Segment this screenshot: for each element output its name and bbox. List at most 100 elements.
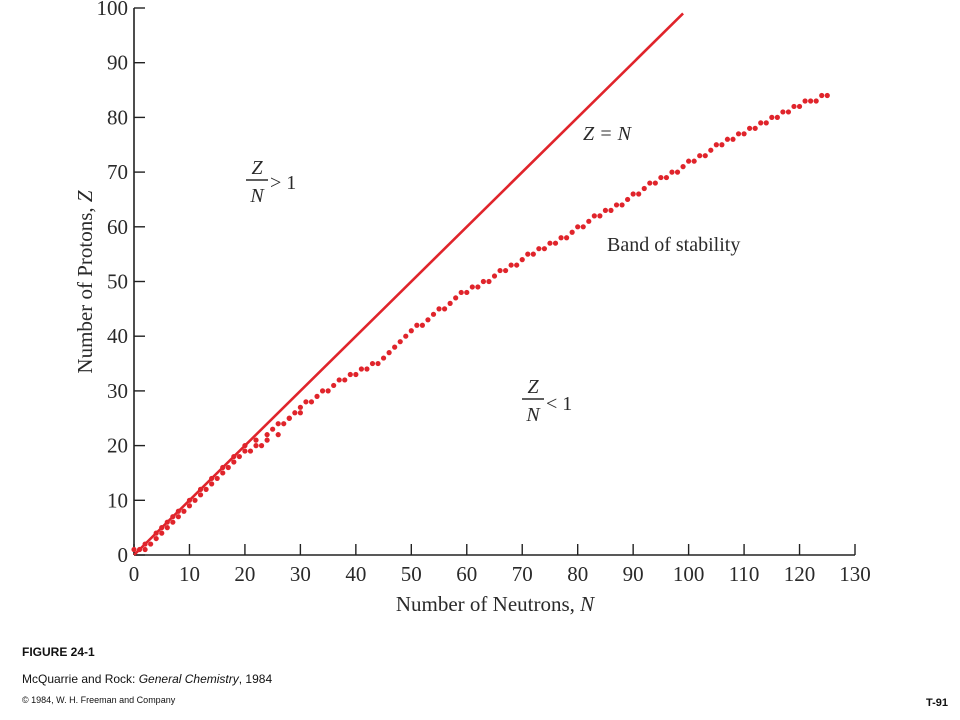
nuclide-point <box>347 371 353 378</box>
nuclide-point <box>747 125 753 131</box>
y-tick-label: 10 <box>107 488 128 512</box>
y-tick-label: 100 <box>97 0 129 20</box>
nuclide-point <box>824 92 830 99</box>
nuclide-point <box>508 262 514 268</box>
nuclide-point <box>319 388 326 394</box>
x-tick-label: 120 <box>784 562 816 586</box>
nuclide-point <box>586 218 592 224</box>
nuclide-point <box>619 202 625 208</box>
nuclide-point <box>591 213 597 219</box>
nuclide-point <box>397 339 403 345</box>
nuclide-point <box>663 174 670 181</box>
nuclide-point <box>813 98 819 104</box>
nuclide-point <box>308 399 315 405</box>
x-tick-label: 130 <box>839 562 871 586</box>
nuclide-point <box>669 169 675 175</box>
nuclide-point <box>286 415 292 421</box>
nuclide-point <box>181 508 187 514</box>
nuclide-point <box>292 410 298 416</box>
nuclide-point <box>480 278 487 285</box>
y-tick-label: 0 <box>118 543 129 567</box>
x-tick-label: 90 <box>623 562 644 586</box>
nuclide-point <box>436 306 442 312</box>
nuclide-point <box>186 503 193 509</box>
y-tick-label: 50 <box>107 270 128 294</box>
nuclide-point <box>225 464 231 471</box>
y-tick-label: 30 <box>107 379 128 403</box>
nuclide-point <box>552 240 559 246</box>
nuclide-point <box>735 131 742 137</box>
nuclide-point <box>575 224 581 230</box>
nuclide-point <box>192 497 198 503</box>
nuclide-point <box>791 103 797 110</box>
nuclide-point <box>253 443 259 449</box>
nuclide-point <box>808 98 814 104</box>
nuclide-point <box>386 350 392 356</box>
upper-ratio-numerator: Z <box>251 157 263 179</box>
nuclide-point <box>247 448 254 454</box>
nuclide-point <box>613 202 620 208</box>
nuclide-point <box>159 530 165 536</box>
nuclide-point <box>763 120 769 126</box>
nuclide-point <box>686 158 692 164</box>
nuclide-point <box>242 448 248 454</box>
nuclide-point <box>647 180 653 186</box>
nuclide-point <box>469 284 475 290</box>
nuclide-point <box>519 257 525 263</box>
nuclide-point <box>475 284 481 290</box>
nuclide-point <box>403 333 409 339</box>
nuclide-point <box>758 120 764 126</box>
nuclide-point <box>303 399 309 405</box>
nuclide-point <box>447 300 453 306</box>
x-tick-label: 20 <box>234 562 255 586</box>
nuclide-point <box>525 251 531 257</box>
nuclide-point <box>364 366 370 372</box>
nuclide-point <box>148 541 154 547</box>
nuclide-point <box>674 169 681 175</box>
nuclide-point <box>641 185 647 192</box>
y-tick-label: 40 <box>107 324 128 348</box>
nuclide-point <box>558 235 564 241</box>
z-equals-n-line <box>133 12 684 556</box>
nuclide-point <box>220 470 226 476</box>
nuclide-point <box>536 246 542 252</box>
nuclide-point <box>530 251 536 257</box>
nuclide-point <box>153 535 159 542</box>
nuclide-point <box>769 114 775 120</box>
nuclide-point <box>785 109 792 115</box>
nuclide-point <box>658 174 664 181</box>
nuclide-point <box>713 142 719 148</box>
figure-source: McQuarrie and Rock: General Chemistry, 1… <box>22 672 273 686</box>
nuclide-point <box>741 131 747 137</box>
x-axis-title: Number of Neutrons, N <box>396 592 595 616</box>
nuclide-point <box>569 229 575 235</box>
nuclide-point <box>275 421 281 427</box>
nuclide-point <box>724 136 731 142</box>
nuclide-point <box>702 153 708 159</box>
nuclide-point <box>342 377 348 383</box>
x-tick-label: 100 <box>673 562 705 586</box>
copyright-notice: © 1984, W. H. Freeman and Company <box>22 695 176 705</box>
nuclide-point <box>597 213 603 219</box>
nuclide-point <box>580 224 586 230</box>
nuclide-point <box>297 410 303 416</box>
axes <box>133 8 855 556</box>
band-of-stability-label: Band of stability <box>607 234 740 256</box>
nuclide-point <box>486 278 492 285</box>
lower-ratio-relation: < 1 <box>546 393 572 415</box>
stability-chart: 0 10 20 30 40 50 60 70 80 90 100 110 120 130 0 10 20 30 40… <box>73 0 871 616</box>
nuclide-point <box>697 153 703 159</box>
nuclide-point <box>464 289 470 296</box>
nuclide-point <box>142 546 148 553</box>
nuclide-point <box>780 109 786 115</box>
nuclide-point <box>680 164 686 170</box>
nuclide-point <box>236 453 242 460</box>
nuclide-point <box>392 344 398 350</box>
nuclide-point <box>297 404 303 410</box>
y-tick-label: 80 <box>107 105 128 129</box>
nuclide-point <box>253 437 259 443</box>
x-tick-label: 30 <box>290 562 311 586</box>
nuclide-point <box>752 125 758 131</box>
x-tick-label: 60 <box>456 562 477 586</box>
lower-ratio-annotation: Z N < 1 <box>522 376 572 426</box>
